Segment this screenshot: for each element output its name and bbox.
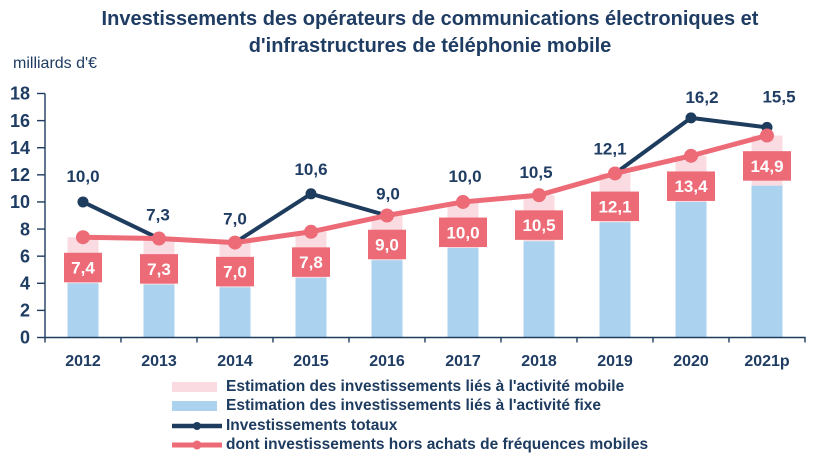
x-label-2017: 2017 — [445, 353, 481, 370]
label-box-hors-frequences-2018 — [515, 210, 563, 240]
x-label-2021p: 2021p — [744, 353, 790, 370]
fixe-bar-swatch — [172, 401, 217, 412]
x-label-2019: 2019 — [597, 353, 633, 370]
label-totaux-2013: 7,3 — [146, 206, 170, 225]
x-label-2020: 2020 — [673, 353, 709, 370]
marker-hors-frequences-2017 — [456, 194, 470, 209]
x-label-2014: 2014 — [217, 353, 253, 370]
legend-label-hors-frequences: dont investissements hors achats de fréq… — [226, 436, 649, 454]
y-tick-label-8: 8 — [20, 219, 30, 239]
label-box-hors-frequences-2021p — [743, 151, 791, 181]
label-hors-frequences-2018: 10,5 — [522, 216, 555, 235]
label-box-hors-frequences-2017 — [439, 217, 487, 248]
chart-legend: Estimation des investissements liés à l'… — [172, 377, 648, 455]
label-totaux-2019: 12,1 — [593, 139, 626, 158]
x-label-2015: 2015 — [293, 353, 329, 370]
legend-label-mobile: Estimation des investissements liés à l'… — [226, 377, 625, 395]
marker-hors-frequences-2019 — [608, 166, 622, 181]
bar-fixe-2020 — [675, 201, 707, 338]
label-hors-frequences-2019: 12,1 — [598, 197, 631, 216]
label-hors-frequences-2016: 9,0 — [375, 235, 399, 254]
bar-fixe-2012 — [67, 283, 99, 338]
bar-fixe-2021p — [751, 185, 783, 338]
label-box-hors-frequences-2019 — [591, 191, 639, 222]
marker-hors-frequences-2013 — [152, 231, 166, 246]
legend-swatch-mobile — [172, 381, 226, 392]
marker-totaux-2015 — [305, 188, 317, 200]
label-hors-frequences-2012: 7,4 — [71, 259, 95, 278]
y-axis-unit-label: milliards d'€ — [13, 55, 97, 72]
y-tick-label-4: 4 — [20, 273, 30, 293]
legend-swatch-hors-frequences — [172, 439, 226, 451]
y-tick-label-0: 0 — [20, 328, 30, 348]
y-tick-label-14: 14 — [10, 138, 30, 158]
legend-item-hors-frequences: dont investissements hors achats de fréq… — [172, 436, 648, 456]
line-hors-frequences — [82, 133, 768, 246]
chart-title-line2: d'infrastructures de téléphonie mobile — [248, 34, 612, 57]
legend-item-mobile: Estimation des investissements liés à l'… — [172, 377, 648, 397]
label-hors-frequences-2021p: 14,9 — [750, 157, 783, 176]
marker-hors-frequences-2020 — [684, 148, 698, 163]
hors-frequences-line-swatch — [172, 440, 222, 450]
marker-hors-frequences-2014 — [228, 235, 242, 250]
y-tick-label-18: 18 — [10, 84, 30, 104]
bar-fixe-2016 — [371, 260, 403, 338]
bar-fixe-2013 — [143, 284, 175, 338]
marker-hors-frequences-2018 — [532, 188, 546, 203]
label-box-hors-frequences-2015 — [292, 247, 330, 277]
chart-title: Investissements des opérateurs de commun… — [40, 6, 820, 59]
legend-swatch-totaux — [172, 420, 226, 432]
legend-label-totaux: Investissements totaux — [226, 416, 398, 434]
label-hors-frequences-2017: 10,0 — [446, 223, 479, 242]
label-totaux-2017: 10,0 — [448, 167, 481, 186]
chart-title-line1: Investissements des opérateurs de commun… — [101, 8, 759, 30]
x-label-2016: 2016 — [369, 353, 405, 370]
x-label-2013: 2013 — [141, 353, 177, 370]
marker-hors-frequences-2012 — [76, 230, 90, 245]
label-totaux-2014: 7,0 — [223, 210, 247, 229]
label-box-hors-frequences-2016 — [368, 229, 406, 260]
line-totaux — [82, 115, 768, 245]
marker-hors-frequences-2021p — [760, 128, 774, 143]
marker-totaux-2020 — [685, 112, 697, 124]
totaux-line-swatch — [172, 421, 222, 430]
mobile-bar-swatch — [172, 381, 217, 392]
label-totaux-2021p: 15,5 — [762, 87, 795, 106]
bar-fixe-2015 — [295, 277, 327, 338]
legend-swatch-fixe — [172, 401, 226, 412]
y-tick-label-10: 10 — [10, 192, 30, 212]
bar-fixe-2014 — [219, 287, 251, 338]
legend-item-totaux: Investissements totaux — [172, 416, 648, 436]
label-totaux-2020: 16,2 — [685, 88, 718, 107]
y-tick-label-12: 12 — [10, 165, 30, 185]
marker-hors-frequences-2016 — [380, 208, 394, 223]
legend-item-fixe: Estimation des investissements liés à l'… — [172, 397, 648, 417]
x-label-2012: 2012 — [65, 353, 101, 370]
label-totaux-2015: 10,6 — [294, 160, 327, 179]
y-tick-label-16: 16 — [10, 111, 30, 131]
label-box-hors-frequences-2014 — [216, 256, 254, 287]
label-totaux-2016: 9,0 — [376, 185, 400, 204]
label-box-hors-frequences-2020 — [667, 171, 715, 201]
bar-fixe-2018 — [523, 241, 555, 338]
label-box-hors-frequences-2013 — [140, 254, 178, 284]
label-hors-frequences-2015: 7,8 — [299, 253, 323, 272]
x-label-2018: 2018 — [521, 353, 557, 370]
label-hors-frequences-2013: 7,3 — [147, 260, 171, 279]
label-hors-frequences-2020: 13,4 — [674, 177, 708, 196]
bar-fixe-2017 — [447, 248, 479, 338]
y-tick-label-2: 2 — [20, 301, 30, 321]
marker-hors-frequences-2015 — [304, 224, 318, 239]
label-totaux-2012: 10,0 — [66, 167, 99, 186]
label-totaux-2018: 10,5 — [519, 163, 552, 182]
legend-label-fixe: Estimation des investissements liés à l'… — [226, 397, 601, 415]
label-hors-frequences-2014: 7,0 — [223, 263, 247, 282]
label-box-hors-frequences-2012 — [64, 252, 102, 283]
bar-fixe-2019 — [599, 222, 631, 338]
y-tick-label-6: 6 — [20, 246, 30, 266]
marker-totaux-2012 — [77, 196, 89, 208]
